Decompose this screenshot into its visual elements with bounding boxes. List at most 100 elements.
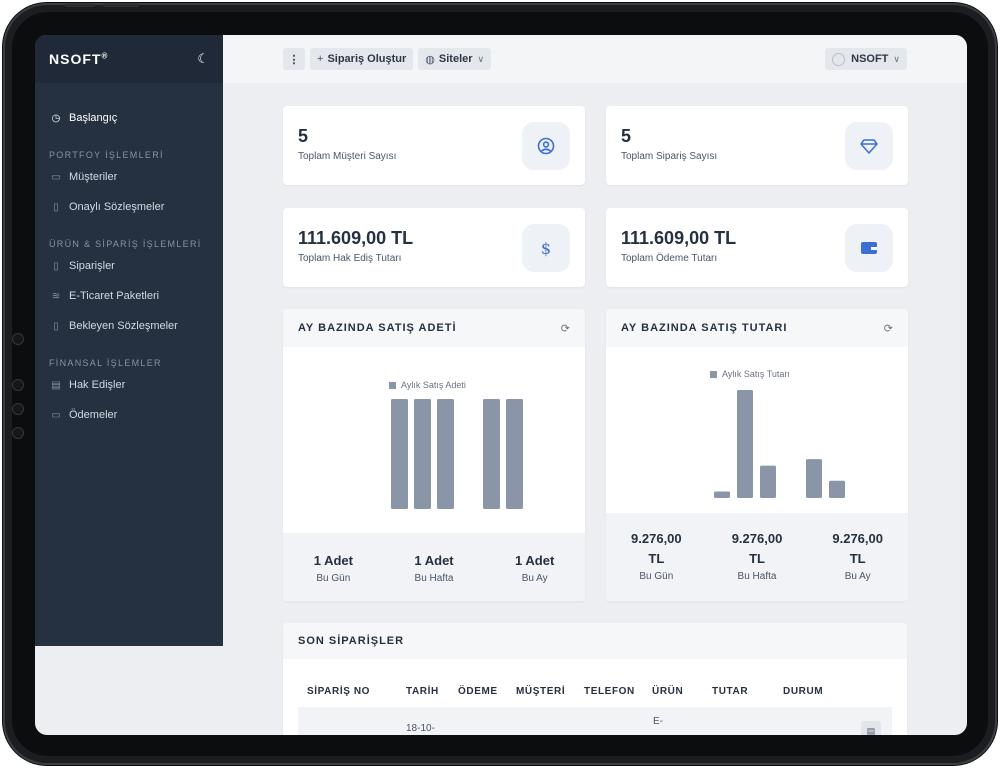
- column-header[interactable]: SİPARİŞ NO: [307, 685, 371, 697]
- wallet-icon: [845, 224, 893, 272]
- folder-icon: ▭: [51, 409, 61, 421]
- bar-5: [806, 459, 822, 498]
- vertical-dots-icon: ⋮: [288, 53, 300, 66]
- diamond-icon: [845, 122, 893, 170]
- clipboard-icon: ▯: [53, 260, 59, 272]
- create-order-label: Sipariş Oluştur: [327, 53, 407, 65]
- layers-icon: ≋: [51, 290, 61, 302]
- card-title: AY BAZINDA SATIŞ TUTARI: [621, 322, 788, 334]
- sidebar-item-bekleyen-sozlesmeler[interactable]: ▯ Bekleyen Sözleşmeler: [35, 311, 223, 341]
- bar-6: [506, 399, 523, 509]
- column-header[interactable]: MÜŞTERİ: [516, 685, 566, 697]
- sidebar-item-label: Bekleyen Sözleşmeler: [69, 320, 178, 332]
- footer-stat-today: 9.276,00 TL Bu Gün: [606, 529, 707, 601]
- device-side-button: [12, 379, 24, 391]
- footer-value: 1 Adet: [515, 553, 555, 568]
- sidebar-nav: ◷ Başlangıç PORTFOY İŞLEMLERİ ▭ Müşteril…: [35, 83, 223, 430]
- dollar-icon: $: [522, 224, 570, 272]
- footer-label: Bu Ay: [521, 573, 548, 584]
- column-header[interactable]: TARİH: [406, 685, 439, 697]
- sidebar-item-label: Siparişler: [69, 260, 115, 272]
- sales-amount-bar-chart: [714, 390, 845, 498]
- bar-3: [760, 465, 776, 498]
- sidebar-item-label: Ödemeler: [69, 409, 118, 421]
- chevron-down-icon: ∨: [893, 53, 900, 64]
- file-icon[interactable]: ▤: [861, 721, 881, 735]
- chart-card-sales-amount: AY BAZINDA SATIŞ TUTARI ⟳ Aylık Satış Tu…: [606, 309, 908, 601]
- column-header[interactable]: ÜRÜN: [652, 685, 684, 697]
- footer-stat-today: 1 Adet Bu Gün: [283, 551, 384, 601]
- footer-stat-month: 1 Adet Bu Ay: [484, 551, 585, 601]
- sidebar: NSOFT® ☾ ◷ Başlangıç PORTFOY İŞLEMLERİ ▭…: [35, 35, 223, 646]
- sidebar-item-siparisler[interactable]: ▯ Siparişler: [35, 251, 223, 281]
- stat-card-earnings: 111.609,00 TL Toplam Hak Ediş Tutarı $: [283, 208, 585, 287]
- plus-icon: +: [317, 53, 324, 65]
- refresh-icon[interactable]: ⟳: [560, 322, 570, 335]
- sidebar-item-eticaret-paketleri[interactable]: ≋ E-Ticaret Paketleri: [35, 281, 223, 311]
- table-row[interactable]: 18-10- E- ▤: [298, 707, 892, 735]
- bar-2: [414, 399, 431, 509]
- recent-orders-card: SON SİPARİŞLER SİPARİŞ NO TARİH ÖDEME MÜ…: [283, 623, 907, 735]
- footer-value: 1 Adet: [313, 553, 353, 568]
- sidebar-item-baslangic[interactable]: ◷ Başlangıç: [35, 103, 223, 133]
- sidebar-item-label: Başlangıç: [69, 112, 118, 124]
- calculator-icon: ▤: [51, 379, 61, 391]
- stat-value: 5: [298, 126, 309, 146]
- bar-3: [437, 399, 454, 509]
- bar-2: [737, 390, 753, 498]
- sales-count-bar-chart: [391, 399, 523, 509]
- footer-label: Bu Ay: [844, 571, 871, 582]
- column-header[interactable]: TUTAR: [712, 685, 749, 697]
- card-title: SON SİPARİŞLER: [298, 635, 405, 647]
- stat-label: Toplam Müşteri Sayısı: [298, 151, 397, 162]
- bar-6: [829, 480, 845, 498]
- stat-value: 5: [621, 126, 632, 146]
- column-header[interactable]: DURUM: [783, 685, 824, 697]
- chart-card-sales-count: AY BAZINDA SATIŞ ADETİ ⟳ Aylık Satış Ade…: [283, 309, 585, 601]
- footer-label: Bu Hafta: [414, 573, 454, 584]
- brand-logo[interactable]: NSOFT®: [49, 51, 109, 67]
- sidebar-header: NSOFT® ☾: [35, 35, 223, 83]
- bar-1: [714, 491, 730, 498]
- avatar: [832, 52, 846, 66]
- legend-swatch: [389, 381, 396, 389]
- screen: NSOFT® ☾ ◷ Başlangıç PORTFOY İŞLEMLERİ ▭…: [35, 35, 967, 735]
- stat-card-customers: 5 Toplam Müşteri Sayısı: [283, 106, 585, 185]
- menu-button[interactable]: ⋮: [283, 48, 305, 70]
- document-check-icon: ▯: [53, 201, 59, 213]
- sidebar-item-label: Müşteriler: [69, 171, 118, 183]
- legend-label: Aylık Satış Adeti: [401, 380, 466, 390]
- sidebar-section-title: PORTFOY İŞLEMLERİ: [49, 150, 164, 160]
- legend-swatch: [710, 370, 717, 378]
- refresh-icon[interactable]: ⟳: [883, 322, 893, 335]
- sites-dropdown[interactable]: ◍ Siteler ∨: [418, 48, 492, 70]
- sidebar-item-label: E-Ticaret Paketleri: [69, 290, 160, 302]
- sidebar-item-label: Hak Edişler: [69, 379, 126, 391]
- sidebar-item-onayli-sozlesmeler[interactable]: ▯ Onaylı Sözleşmeler: [35, 192, 223, 222]
- topbar: ⋮ + Sipariş Oluştur ◍ Siteler ∨ NSOFT ∨: [223, 35, 967, 83]
- briefcase-icon: ▭: [51, 171, 61, 183]
- footer-value-unit: TL: [648, 551, 665, 566]
- user-menu[interactable]: NSOFT ∨: [825, 48, 907, 70]
- stat-card-orders: 5 Toplam Sipariş Sayısı: [606, 106, 908, 185]
- sites-label: Siteler: [438, 53, 473, 65]
- sidebar-item-musteriler[interactable]: ▭ Müşteriler: [35, 162, 223, 192]
- footer-label: Bu Hafta: [737, 571, 777, 582]
- row-product: E-: [653, 716, 663, 727]
- footer-value-unit: TL: [849, 551, 866, 566]
- sidebar-section-title: FİNANSAL İŞLEMLER: [49, 358, 162, 368]
- bar-1: [391, 399, 408, 509]
- column-header[interactable]: TELEFON: [584, 685, 635, 697]
- footer-stat-month: 9.276,00 TL Bu Ay: [807, 529, 908, 601]
- sidebar-item-label: Onaylı Sözleşmeler: [69, 201, 165, 213]
- dashboard-icon: ◷: [51, 112, 61, 124]
- file-icon: ▯: [53, 320, 59, 332]
- create-order-button[interactable]: + Sipariş Oluştur: [310, 48, 414, 70]
- footer-stat-week: 1 Adet Bu Hafta: [384, 551, 485, 601]
- stat-value: 111.609,00 TL: [621, 228, 737, 248]
- sidebar-item-hak-edisler[interactable]: ▤ Hak Edişler: [35, 370, 223, 400]
- card-header: SON SİPARİŞLER: [283, 623, 907, 659]
- sidebar-item-odemeler[interactable]: ▭ Ödemeler: [35, 400, 223, 430]
- moon-icon[interactable]: ☾: [197, 51, 209, 66]
- column-header[interactable]: ÖDEME: [458, 685, 498, 697]
